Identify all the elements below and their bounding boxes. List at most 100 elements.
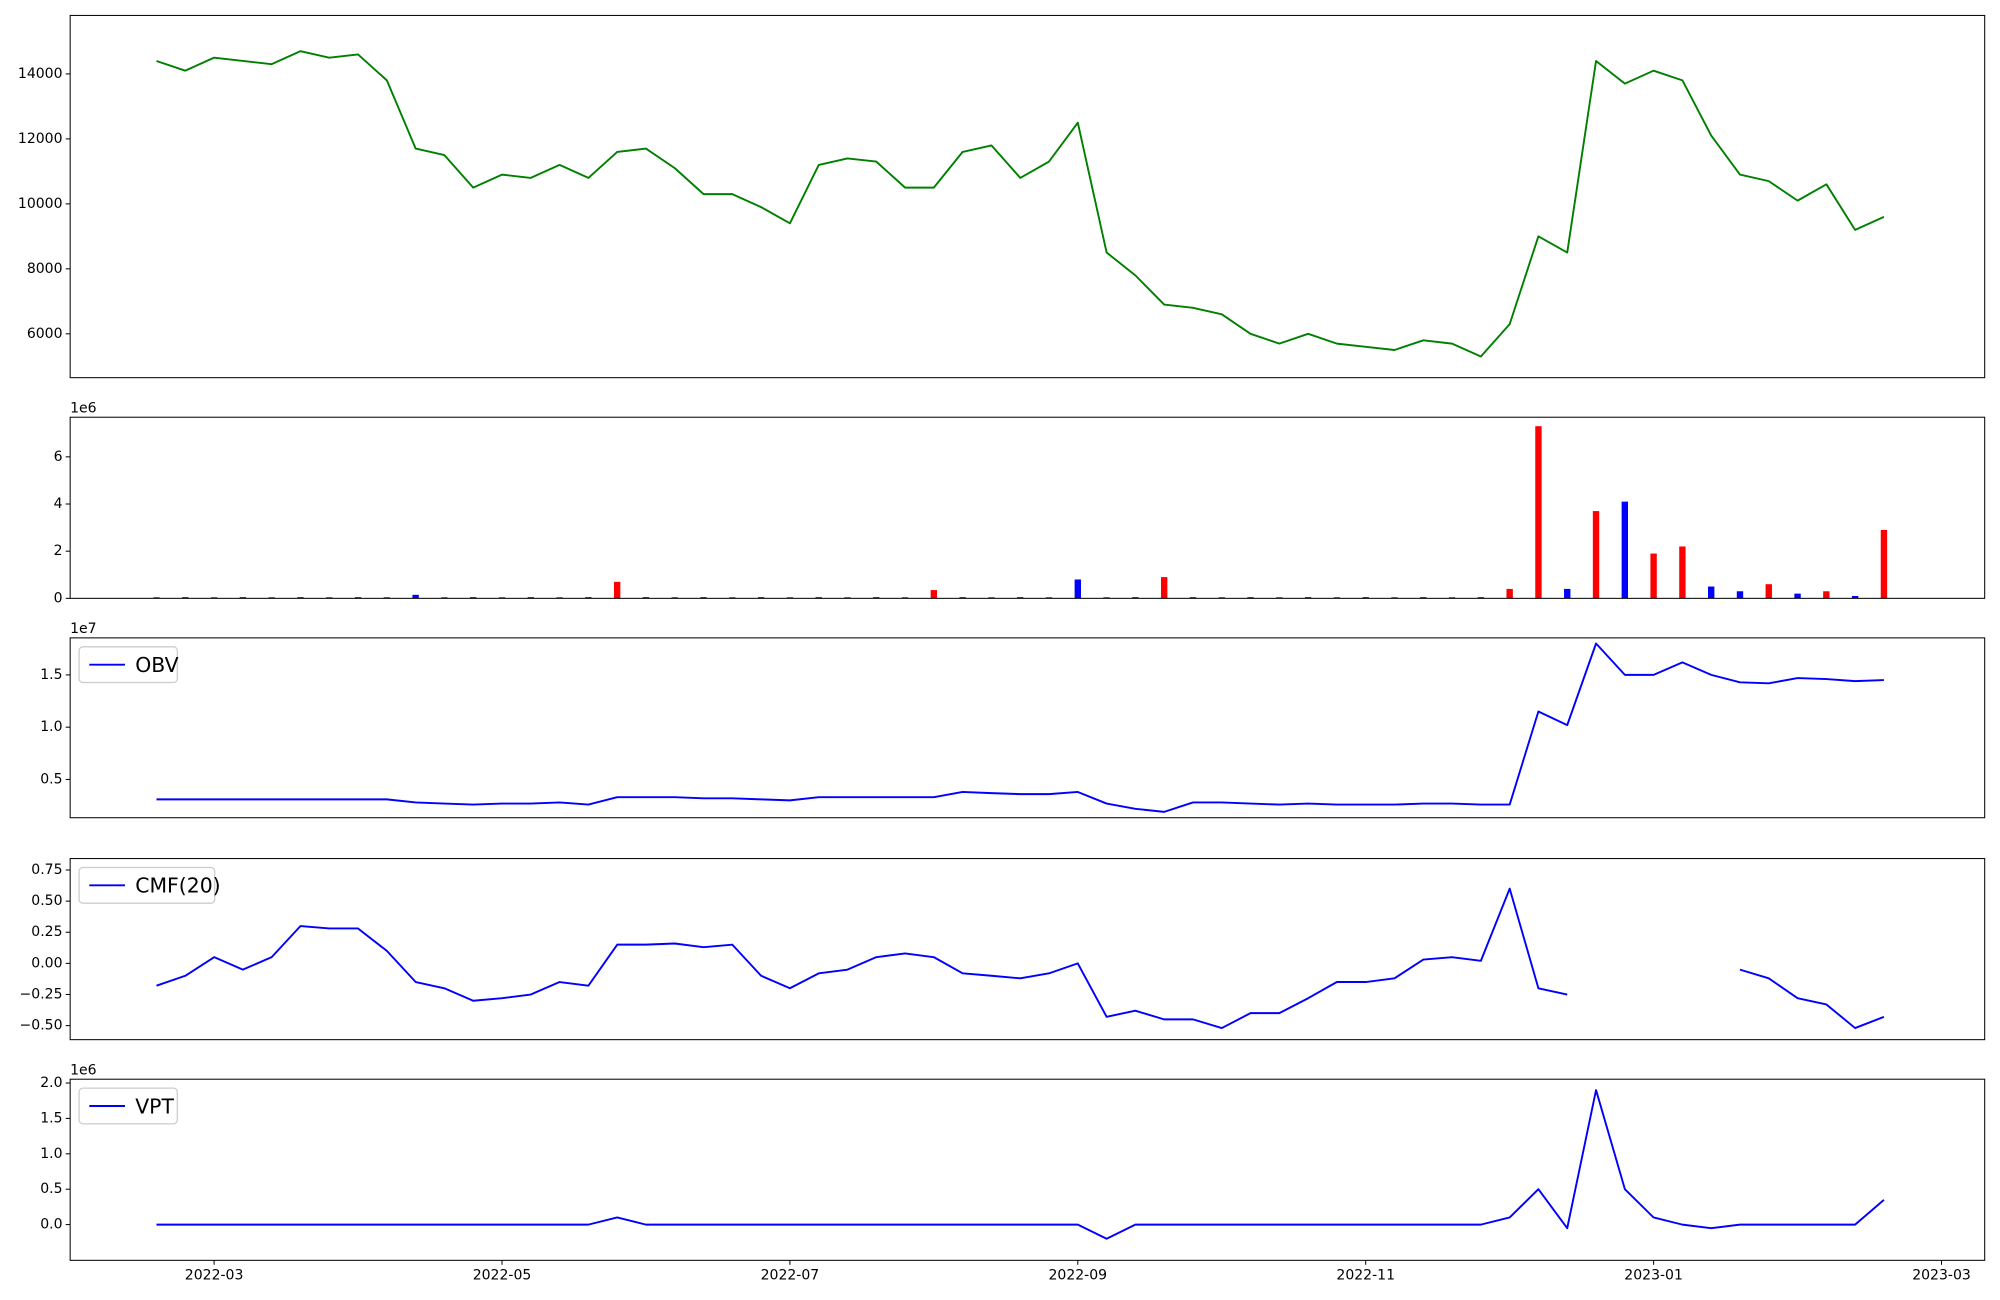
bar (1333, 597, 1341, 599)
x-tick-label: 2022-11 (1336, 1268, 1395, 1284)
bar (1765, 584, 1772, 599)
x-tick-label: 2022-09 (1049, 1268, 1108, 1284)
y-tick-label: 6000 (27, 326, 63, 342)
bar (1247, 597, 1254, 599)
bar (1304, 597, 1312, 599)
bar (556, 597, 563, 599)
data-line (156, 642, 1884, 813)
y-tick-label: 0.5 (40, 771, 62, 787)
bar (1823, 591, 1830, 599)
bar (757, 597, 765, 599)
panel: 0 2 4 6 1e6 (54, 400, 1986, 606)
bar (642, 597, 650, 599)
bar (1880, 529, 1888, 599)
legend-box (78, 646, 178, 684)
bar (1621, 501, 1629, 599)
bar (873, 597, 880, 599)
panel: 0.0 0.5 1.0 1.5 2.0 2022-03 2022-05 2022-07 2022… (40, 1062, 1986, 1284)
offset-label: 1e6 (70, 400, 97, 416)
y-tick-label: 1.5 (40, 667, 62, 683)
bar (1707, 586, 1715, 599)
bar (1679, 546, 1686, 599)
x-tick-label: 2023-01 (1624, 1268, 1683, 1284)
panel: 6000 8000 10000 12000 14000 (18, 14, 1986, 379)
legend-label: OBV (135, 653, 178, 677)
bar (1391, 597, 1398, 599)
bar (1103, 597, 1110, 599)
x-tick-label: 2023-03 (1912, 1268, 1971, 1284)
y-tick-label: 10000 (18, 196, 63, 212)
y-tick-label: 1.0 (40, 1146, 62, 1162)
data-line (156, 887, 1885, 1030)
panel: −0.50 −0.25 0.00 0.25 0.50 0.75 CMF(20) (20, 858, 1986, 1041)
offset-label: 1e6 (70, 1062, 97, 1078)
y-tick-label: 1.5 (40, 1110, 62, 1126)
bar (441, 597, 448, 599)
y-tick-label: 0.5 (40, 1181, 62, 1197)
y-tick-label: 0.50 (31, 893, 62, 909)
bar (1851, 595, 1859, 599)
bar (1506, 588, 1513, 599)
axes-frame (69, 1078, 1986, 1261)
bar (1362, 597, 1369, 599)
bar (1736, 591, 1744, 599)
bar (354, 597, 362, 599)
x-tick-label: 2022-03 (185, 1268, 244, 1284)
y-tick-label: 0.75 (31, 862, 62, 878)
bar (326, 597, 333, 599)
bar (1794, 593, 1801, 599)
y-tick-label: 12000 (18, 131, 63, 147)
bar (412, 594, 419, 599)
bar (470, 597, 477, 599)
bar (1276, 597, 1283, 599)
y-tick-label: 14000 (18, 66, 63, 82)
y-tick-label: 1.0 (40, 719, 62, 735)
bar (1045, 597, 1053, 599)
y-tick-label: 0 (54, 590, 63, 606)
bar (901, 597, 909, 599)
bar (988, 597, 995, 599)
bar (815, 597, 822, 599)
bar (959, 597, 966, 599)
bar (1448, 597, 1456, 599)
bar (786, 597, 794, 599)
bar (1650, 553, 1657, 599)
x-tick-label: 2022-07 (761, 1268, 820, 1284)
bar (182, 597, 189, 599)
bar (1132, 597, 1139, 599)
y-tick-label: 0.0 (40, 1217, 62, 1233)
bar (844, 597, 851, 599)
bar (1592, 511, 1600, 599)
axes-frame (69, 416, 1986, 599)
axes-frame (69, 14, 1986, 379)
bar (383, 597, 391, 599)
y-tick-label: 2 (54, 543, 63, 559)
y-tick-label: 6 (54, 449, 63, 465)
axes-frame (69, 858, 1986, 1041)
bar (210, 597, 218, 599)
y-tick-label: 8000 (27, 261, 63, 277)
bar (1189, 597, 1197, 599)
data-line (156, 1089, 1885, 1240)
y-tick-label: −0.50 (20, 1018, 63, 1034)
data-line (156, 50, 1885, 358)
bar (613, 581, 621, 599)
bar (585, 597, 592, 599)
bar (729, 597, 736, 599)
legend-label: VPT (135, 1094, 174, 1118)
bar (239, 597, 247, 599)
bar (153, 597, 160, 599)
bar (1535, 426, 1542, 599)
bar (930, 590, 938, 599)
bar (1074, 579, 1081, 599)
legend-box (78, 1087, 178, 1125)
bar (498, 597, 506, 599)
y-tick-label: 0.25 (31, 924, 62, 940)
x-tick-label: 2022-05 (473, 1268, 532, 1284)
bar (1218, 597, 1225, 599)
bar (1420, 597, 1427, 599)
legend-label: CMF(20) (135, 874, 220, 898)
bar (1160, 577, 1168, 599)
y-tick-label: 0.00 (31, 955, 62, 971)
